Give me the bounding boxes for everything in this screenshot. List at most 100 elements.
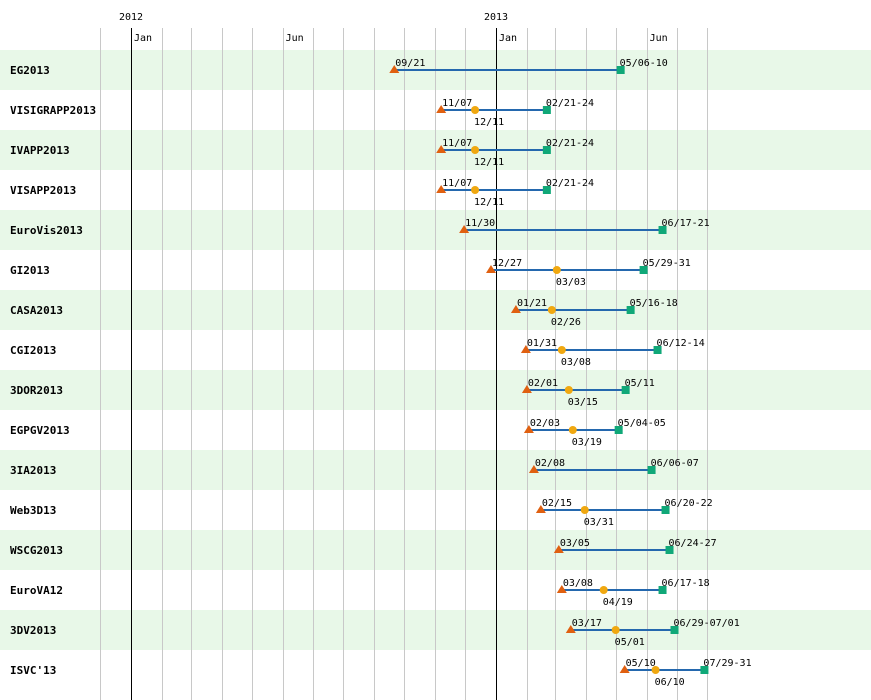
event-date-marker [647,466,656,474]
event-date-label: 06/20-22 [665,498,713,509]
conference-row: CASA2013 01/21 02/26 05/16-18 [10,298,678,328]
notification-marker [552,266,561,274]
year-label: 2013 [484,12,508,23]
submission-date-label: 02/01 [528,378,558,389]
month-label: Jun [286,33,304,44]
notification-marker [471,186,480,194]
submission-date-label: 01/31 [527,338,557,349]
time-axis: 2012 2013 Jan Jun Jan Jun [119,12,668,44]
notification-marker [580,506,589,514]
conference-row: GI2013 12/27 03/03 05/29-31 [10,258,691,288]
conference-name: EG2013 [10,64,50,77]
submission-date-label: 02/03 [530,418,560,429]
submission-date-label: 03/17 [572,618,602,629]
notification-date-label: 03/03 [556,277,586,288]
submission-deadline-marker [523,425,534,433]
submission-date-label: 12/27 [492,258,522,269]
event-date-marker [616,66,625,74]
event-date-label: 02/21-24 [546,138,594,149]
notification-date-label: 12/11 [474,197,504,208]
notification-marker [471,146,480,154]
conference-name: CGI2013 [10,344,56,357]
conference-name: 3IA2013 [10,464,56,477]
submission-date-label: 05/10 [626,658,656,669]
submission-deadline-marker [535,505,546,513]
event-date-label: 06/17-21 [662,218,710,229]
conference-name: IVAPP2013 [10,144,70,157]
conference-name: GI2013 [10,264,50,277]
submission-date-label: 02/15 [542,498,572,509]
conference-row: CGI2013 01/31 03/08 06/12-14 [10,338,705,368]
event-date-marker [542,146,551,154]
submission-deadline-marker [436,185,447,193]
submission-date-label: 11/07 [442,98,472,109]
submission-date-label: 03/05 [560,538,590,549]
event-date-label: 06/17-18 [662,578,710,589]
conference-row: EuroVis2013 11/30 06/17-21 [10,218,710,237]
event-date-marker [658,586,667,594]
conference-name: Web3D13 [10,504,56,517]
submission-deadline-marker [436,145,447,153]
event-date-marker [621,386,630,394]
conference-name: VISIGRAPP2013 [10,104,96,117]
submission-deadline-marker [389,65,400,73]
event-date-label: 05/29-31 [643,258,691,269]
event-date-label: 05/16-18 [630,298,678,309]
event-date-marker [661,506,670,514]
conference-row: EG2013 09/21 05/06-10 [10,58,668,77]
conference-row: ISVC'13 05/10 06/10 07/29-31 [10,658,752,688]
event-date-label: 02/21-24 [546,178,594,189]
submission-date-label: 11/07 [442,138,472,149]
notification-marker [547,306,556,314]
month-label: Jan [134,33,152,44]
event-date-marker [658,226,667,234]
notification-marker [471,106,480,114]
submission-date-label: 11/07 [442,178,472,189]
event-date-marker [639,266,648,274]
notification-date-label: 05/01 [615,637,645,648]
conference-row: Web3D13 02/15 03/31 06/20-22 [10,498,713,528]
event-date-marker [665,546,674,554]
notification-marker [568,426,577,434]
conference-row: 3DOR2013 02/01 03/15 05/11 [10,378,655,408]
notification-date-label: 03/15 [568,397,598,408]
submission-deadline-marker [565,625,576,633]
conference-name: 3DOR2013 [10,384,63,397]
submission-deadline-marker [486,265,497,273]
notification-marker [599,586,608,594]
notification-date-label: 12/11 [474,117,504,128]
submission-deadline-marker [619,665,630,673]
conference-name: EGPGV2013 [10,424,70,437]
conference-name: ISVC'13 [10,664,56,677]
event-date-marker [614,426,623,434]
month-label: Jan [499,33,517,44]
notification-date-label: 02/26 [551,317,581,328]
notification-date-label: 12/11 [474,157,504,168]
submission-date-label: 09/21 [395,58,425,69]
submission-deadline-marker [520,345,531,353]
notification-date-label: 06/10 [655,677,685,688]
event-date-label: 06/12-14 [657,338,705,349]
event-date-marker [542,186,551,194]
event-date-label: 02/21-24 [546,98,594,109]
conference-name: 3DV2013 [10,624,56,637]
conference-row: WSCG2013 03/05 06/24-27 [10,538,717,557]
conference-name: EuroVis2013 [10,224,83,237]
notification-date-label: 03/31 [584,517,614,528]
event-date-marker [653,346,662,354]
notification-marker [557,346,566,354]
submission-deadline-marker [436,105,447,113]
year-label: 2012 [119,12,143,23]
event-date-label: 06/24-27 [669,538,717,549]
submission-date-label: 01/21 [517,298,547,309]
conference-row: 3DV2013 03/17 05/01 06/29-07/01 [10,618,740,648]
event-date-marker [670,626,679,634]
conference-row: 3IA2013 02/08 06/06-07 [10,458,699,477]
conference-name: WSCG2013 [10,544,63,557]
month-label: Jun [650,33,668,44]
notification-date-label: 04/19 [603,597,633,608]
